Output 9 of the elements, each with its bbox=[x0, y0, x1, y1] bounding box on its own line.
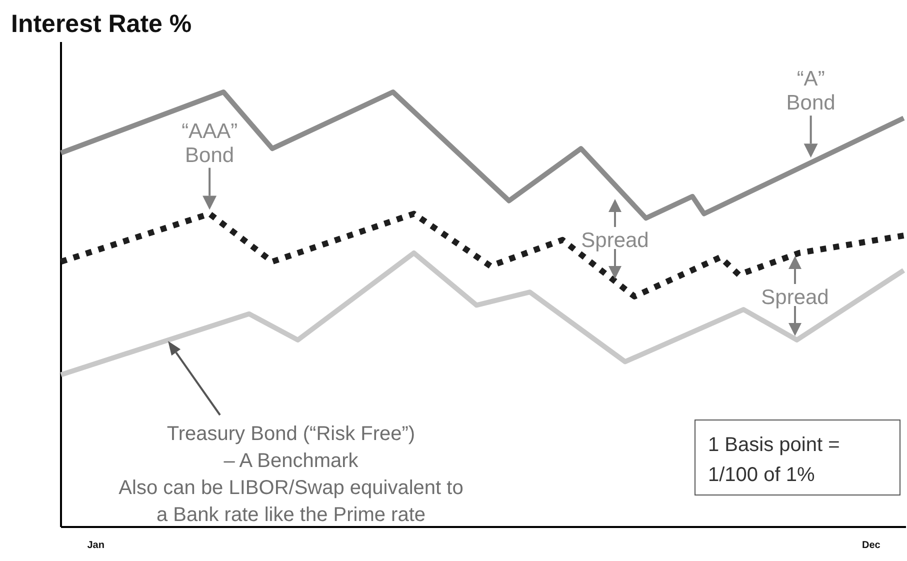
annotation: 1 Basis point = 1/100 of 1% bbox=[708, 434, 840, 486]
x-tick-label: Jan bbox=[87, 540, 104, 552]
annotation: “AAA” Bond bbox=[182, 120, 238, 167]
annotation: Spread bbox=[761, 286, 829, 309]
annotation: Treasury Bond (“Risk Free”) – A Benchmark Also can be LIBOR/Swap equivalent to a Bank rate like the Prime rate bbox=[118, 423, 464, 526]
annotation: Spread bbox=[581, 229, 649, 252]
y-axis-title: Interest Rate % bbox=[11, 10, 192, 38]
x-tick-label: Dec bbox=[862, 540, 881, 552]
annotation: “A” Bond bbox=[786, 68, 836, 115]
